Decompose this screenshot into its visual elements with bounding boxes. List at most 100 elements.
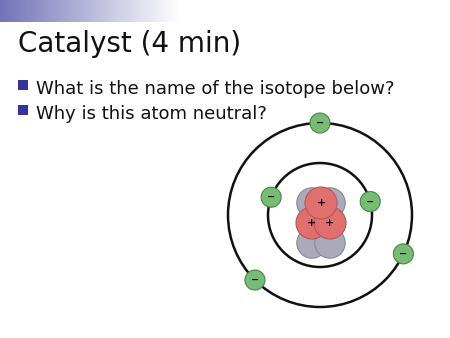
Bar [161, 0, 162, 22]
Bar [7, 0, 8, 22]
Bar [157, 0, 158, 22]
Bar [78, 0, 79, 22]
Bar [82, 0, 83, 22]
Bar [24, 0, 25, 22]
Bar [76, 0, 77, 22]
Bar [55, 0, 56, 22]
Bar [134, 0, 135, 22]
Bar [148, 0, 149, 22]
Bar [165, 0, 166, 22]
Bar [120, 0, 121, 22]
Circle shape [296, 207, 328, 239]
Bar [93, 0, 94, 22]
Bar [40, 0, 41, 22]
Bar [118, 0, 119, 22]
Bar [115, 0, 116, 22]
Bar [18, 80, 28, 90]
Bar [87, 0, 88, 22]
Bar [20, 0, 21, 22]
Text: What is the name of the isotope below?: What is the name of the isotope below? [36, 80, 395, 98]
Bar [146, 0, 147, 22]
Bar [34, 0, 35, 22]
Bar [128, 0, 129, 22]
Bar [172, 0, 173, 22]
Bar [160, 0, 161, 22]
Bar [111, 0, 112, 22]
Bar [17, 0, 18, 22]
Bar [39, 0, 40, 22]
Bar [109, 0, 110, 22]
Bar [133, 0, 134, 22]
Bar [69, 0, 70, 22]
Bar [46, 0, 47, 22]
Bar [169, 0, 170, 22]
Bar [15, 0, 16, 22]
Bar [116, 0, 117, 22]
Bar [163, 0, 164, 22]
Bar [28, 0, 29, 22]
Bar [16, 0, 17, 22]
Bar [88, 0, 89, 22]
Bar [70, 0, 71, 22]
Circle shape [360, 192, 380, 212]
Bar [67, 0, 68, 22]
Bar [18, 0, 19, 22]
Bar [27, 0, 28, 22]
Bar [107, 0, 108, 22]
Circle shape [305, 187, 337, 219]
Bar [74, 0, 75, 22]
Bar [14, 0, 15, 22]
Bar [122, 0, 123, 22]
Bar [155, 0, 156, 22]
Bar [129, 0, 130, 22]
Bar [32, 0, 33, 22]
Bar [175, 0, 176, 22]
Bar [13, 0, 14, 22]
Bar [108, 0, 109, 22]
Bar [132, 0, 133, 22]
Bar [26, 0, 27, 22]
Bar [171, 0, 172, 22]
Bar [138, 0, 139, 22]
Bar [45, 0, 46, 22]
Bar [101, 0, 102, 22]
Bar [121, 0, 122, 22]
Bar [170, 0, 171, 22]
Bar [83, 0, 84, 22]
Bar [176, 0, 177, 22]
Bar [77, 0, 78, 22]
Bar [72, 0, 73, 22]
Bar [177, 0, 178, 22]
Bar [92, 0, 93, 22]
Bar [5, 0, 6, 22]
Bar [84, 0, 85, 22]
Bar [103, 0, 104, 22]
Bar [22, 0, 23, 22]
Bar [167, 0, 168, 22]
Text: −: − [267, 192, 275, 202]
Text: −: − [399, 249, 407, 259]
Bar [48, 0, 49, 22]
Bar [6, 0, 7, 22]
Bar [154, 0, 155, 22]
Bar [173, 0, 174, 22]
Bar [91, 0, 92, 22]
Text: −: − [251, 275, 259, 285]
Bar [30, 0, 31, 22]
Bar [56, 0, 57, 22]
Bar [43, 0, 44, 22]
Bar [136, 0, 137, 22]
Bar [105, 0, 106, 22]
Bar [135, 0, 136, 22]
Bar [53, 0, 54, 22]
Bar [60, 0, 61, 22]
Bar [42, 0, 43, 22]
Circle shape [297, 228, 327, 258]
Bar [54, 0, 55, 22]
Circle shape [393, 244, 414, 264]
Bar [179, 0, 180, 22]
Bar [12, 0, 13, 22]
Bar [149, 0, 150, 22]
Bar [137, 0, 138, 22]
Bar [127, 0, 128, 22]
